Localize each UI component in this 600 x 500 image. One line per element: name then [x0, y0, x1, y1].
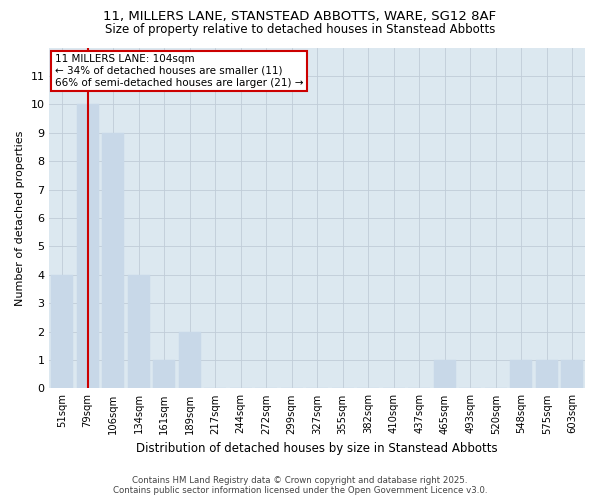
Text: Size of property relative to detached houses in Stanstead Abbotts: Size of property relative to detached ho… — [105, 22, 495, 36]
Bar — [52, 275, 73, 388]
Bar — [77, 104, 98, 389]
Bar — [434, 360, 455, 388]
Bar — [562, 360, 583, 388]
Text: Contains HM Land Registry data © Crown copyright and database right 2025.
Contai: Contains HM Land Registry data © Crown c… — [113, 476, 487, 495]
Bar — [154, 360, 175, 388]
Bar — [536, 360, 557, 388]
Text: 11, MILLERS LANE, STANSTEAD ABBOTTS, WARE, SG12 8AF: 11, MILLERS LANE, STANSTEAD ABBOTTS, WAR… — [103, 10, 497, 23]
Bar — [511, 360, 532, 388]
Bar — [103, 132, 124, 388]
Text: 11 MILLERS LANE: 104sqm
← 34% of detached houses are smaller (11)
66% of semi-de: 11 MILLERS LANE: 104sqm ← 34% of detache… — [55, 54, 303, 88]
Bar — [179, 332, 200, 388]
X-axis label: Distribution of detached houses by size in Stanstead Abbotts: Distribution of detached houses by size … — [136, 442, 498, 455]
Bar — [128, 275, 149, 388]
Y-axis label: Number of detached properties: Number of detached properties — [15, 130, 25, 306]
